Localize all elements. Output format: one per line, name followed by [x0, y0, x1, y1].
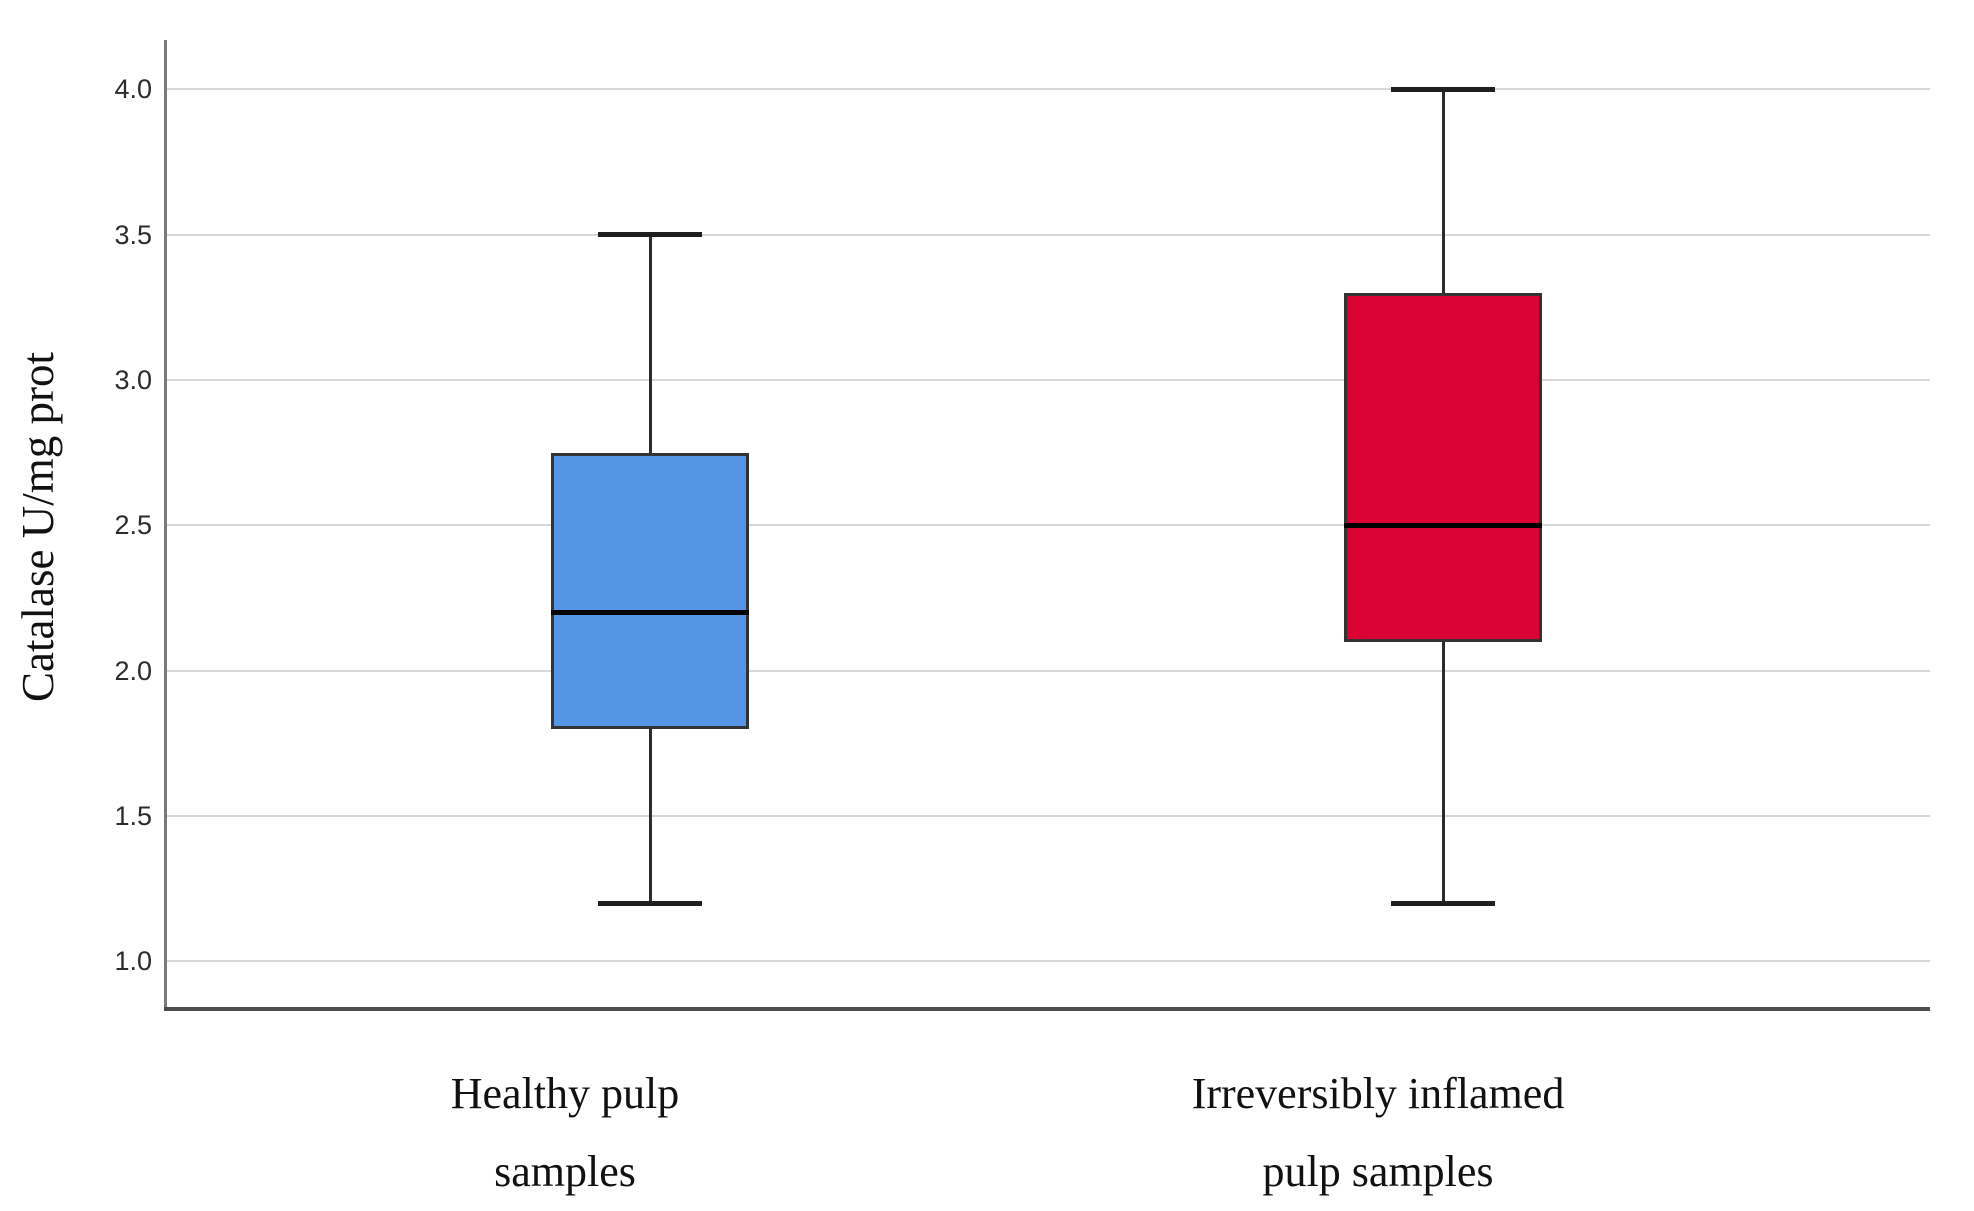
whisker-cap-top	[598, 232, 702, 238]
y-tick-label: 2.5	[114, 510, 152, 541]
x-category-label: Healthy pulp	[450, 1069, 680, 1118]
x-category-label: pulp samples	[1262, 1147, 1494, 1196]
gridline	[166, 960, 1930, 963]
y-tick-label: 4.0	[114, 74, 152, 105]
boxplot-box-2	[1344, 292, 1542, 642]
gridline	[166, 815, 1930, 818]
median-line	[1344, 522, 1542, 528]
median-line	[551, 610, 749, 616]
whisker-cap-top	[1391, 86, 1495, 92]
y-tick-label: 1.0	[114, 946, 152, 977]
y-tick-label: 3.0	[114, 365, 152, 396]
gridline	[166, 669, 1930, 672]
y-tick-label: 2.0	[114, 655, 152, 686]
x-axis-line	[164, 1007, 1930, 1011]
y-axis-line	[164, 40, 167, 1008]
x-category-label: Irreversibly inflamed	[1191, 1069, 1565, 1118]
x-category-label: samples	[494, 1147, 636, 1196]
gridline	[166, 379, 1930, 382]
gridline	[166, 233, 1930, 236]
y-tick-label: 3.5	[114, 219, 152, 250]
gridline	[166, 88, 1930, 91]
whisker-cap-bottom	[1391, 900, 1495, 906]
whisker-cap-bottom	[598, 900, 702, 906]
y-tick-label: 1.5	[114, 801, 152, 832]
gridline	[166, 524, 1930, 527]
boxplot-box-1	[551, 452, 749, 729]
